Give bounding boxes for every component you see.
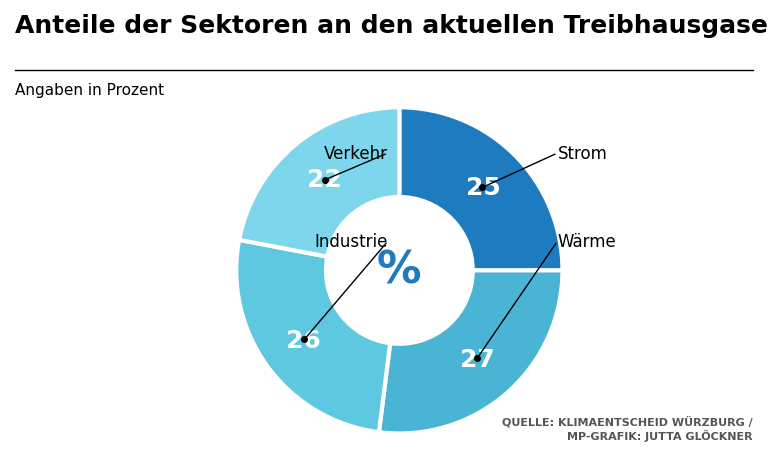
Text: Verkehr: Verkehr	[324, 145, 388, 162]
Text: 27: 27	[460, 347, 495, 371]
Text: Anteile der Sektoren an den aktuellen Treibhausgasemissionen: Anteile der Sektoren an den aktuellen Tr…	[15, 14, 768, 38]
Text: Strom: Strom	[558, 145, 607, 162]
Text: 25: 25	[465, 175, 500, 199]
Text: 22: 22	[306, 168, 341, 192]
Wedge shape	[379, 271, 562, 434]
Text: %: %	[377, 249, 422, 292]
Text: QUELLE: KLIMAENTSCHEID WÜRZBURG /
MP-GRAFIK: JUTTA GLÖCKNER: QUELLE: KLIMAENTSCHEID WÜRZBURG / MP-GRA…	[502, 415, 753, 441]
Text: Angaben in Prozent: Angaben in Prozent	[15, 83, 164, 98]
Text: Industrie: Industrie	[315, 233, 388, 251]
Wedge shape	[237, 241, 390, 432]
Text: 26: 26	[286, 328, 321, 352]
Text: Wärme: Wärme	[558, 233, 616, 251]
Wedge shape	[399, 108, 562, 271]
Wedge shape	[239, 108, 399, 257]
